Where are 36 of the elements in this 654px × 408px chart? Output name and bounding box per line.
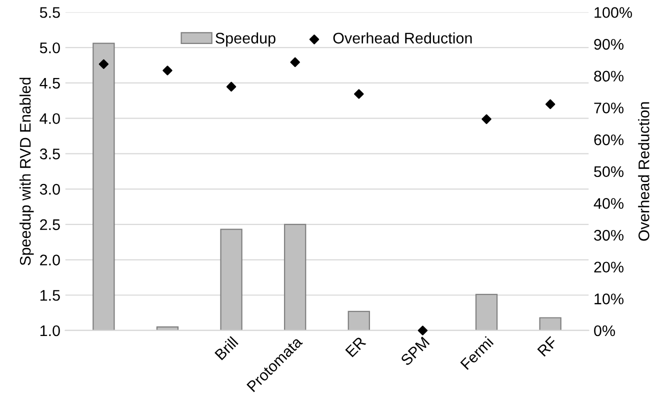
y-tick-label: 4.5 (40, 78, 60, 89)
y2-tick-label: 70% (594, 102, 624, 114)
point (290, 57, 300, 68)
point (545, 99, 556, 110)
y2-tick-label: 0% (594, 325, 615, 336)
point (354, 89, 364, 99)
y-tick-label: 5.0 (40, 42, 60, 54)
y-axis-title: Speedup with RVD Enabled (20, 78, 34, 266)
y2-tick-label: 50% (594, 166, 624, 178)
y-tick-label: 3.0 (40, 184, 60, 195)
legend-label: Speedup (216, 32, 276, 47)
x-tick-label: ER (345, 336, 366, 358)
y-tick-label: 3.5 (40, 148, 60, 160)
y2-tick-label: 30% (594, 230, 624, 241)
point (162, 66, 172, 76)
y2-tick-label: 10% (594, 294, 624, 304)
y-tick-label: 2.5 (40, 219, 60, 230)
legend-label: Overhead Reduction (333, 32, 472, 44)
y2-tick-label: 100% (594, 7, 632, 18)
y-tick-label: 4.0 (40, 113, 60, 124)
y2-tick-label: 20% (594, 262, 624, 273)
y2-axis-title: Overhead Reduction (638, 102, 650, 241)
y-tick-label: 5.5 (40, 7, 60, 18)
x-tick-label: Brill (214, 336, 238, 360)
x-tick-label: RF (537, 336, 558, 357)
y2-tick-label: 60% (594, 134, 624, 146)
y-tick-label: 1.5 (40, 290, 60, 301)
point (98, 59, 109, 69)
y2-tick-label: 90% (594, 38, 624, 50)
point (226, 82, 236, 92)
point (418, 326, 428, 336)
point (482, 114, 492, 124)
y2-tick-label: 40% (594, 198, 624, 209)
y-tick-label: 2.0 (40, 254, 60, 266)
y2-tick-label: 80% (594, 70, 624, 82)
y-tick-label: 1.0 (40, 325, 60, 336)
